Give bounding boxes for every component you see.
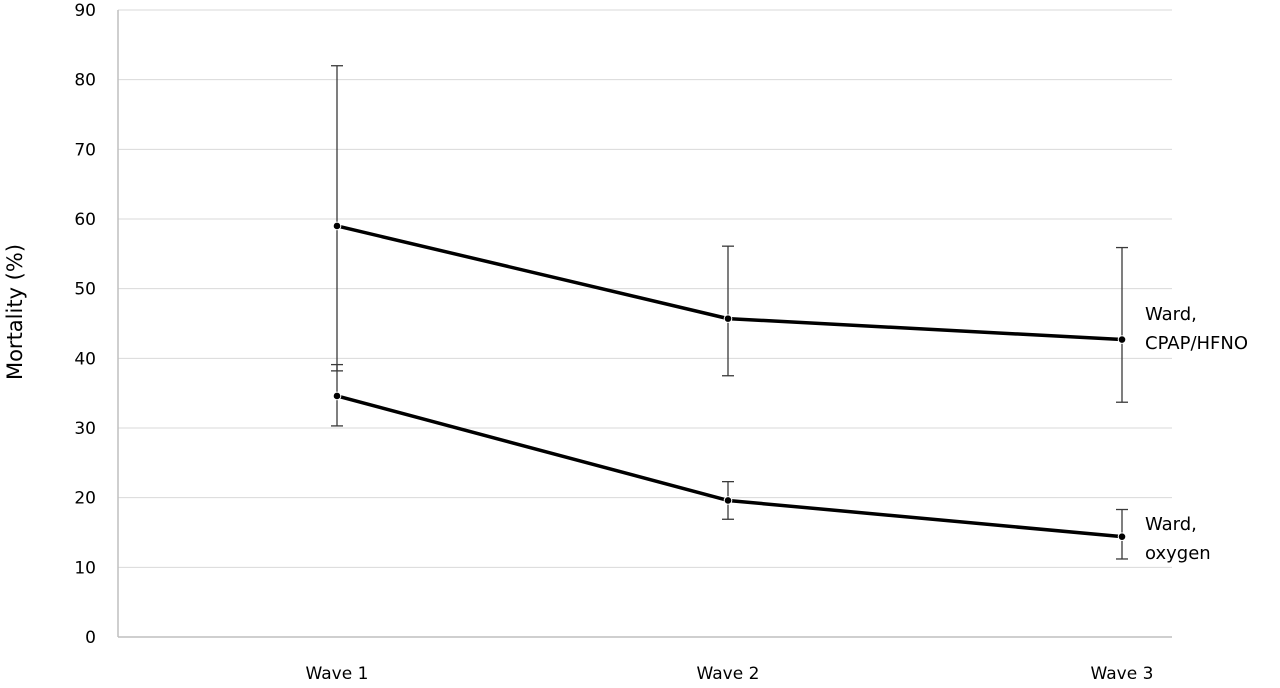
data-point xyxy=(723,496,733,505)
series-label: Ward, xyxy=(1145,514,1197,535)
y-tick-label: 10 xyxy=(74,558,96,578)
data-point xyxy=(723,314,733,323)
y-tick-label: 60 xyxy=(74,210,96,230)
y-tick-label: 50 xyxy=(74,280,96,300)
data-point xyxy=(332,391,342,401)
y-axis-title: Mortality (%) xyxy=(3,244,27,380)
series-line xyxy=(335,394,1124,539)
error-bars xyxy=(331,65,1128,560)
x-tick-label: Wave 1 xyxy=(306,664,369,683)
y-tick-label: 40 xyxy=(74,349,96,369)
axes xyxy=(117,10,1172,638)
x-tick-label: Wave 2 xyxy=(697,664,760,683)
y-tick-label: 80 xyxy=(74,71,96,91)
series-label: oxygen xyxy=(1145,543,1211,564)
grid-lines xyxy=(118,9,1172,568)
series-lines xyxy=(335,224,1124,539)
y-tick-label: 0 xyxy=(85,628,96,648)
data-point xyxy=(1117,335,1127,344)
y-tick-labels: 0 10 20 30 40 50 60 70 80 90 xyxy=(74,1,96,648)
error-bar xyxy=(1116,246,1128,403)
error-bar xyxy=(331,65,343,372)
x-tick-labels: Wave 1 Wave 2 Wave 3 xyxy=(306,664,1154,684)
series-label: CPAP/HFNO xyxy=(1145,333,1248,354)
data-point xyxy=(332,221,342,231)
y-tick-label: 30 xyxy=(74,419,96,439)
x-tick-label: Wave 3 xyxy=(1091,664,1154,683)
series-label: Ward, xyxy=(1145,304,1197,325)
data-point xyxy=(1117,532,1127,541)
error-bar xyxy=(722,245,734,377)
data-points xyxy=(332,221,1127,541)
series-labels: Ward, CPAP/HFNO Ward, oxygen xyxy=(1145,304,1248,564)
y-tick-label: 90 xyxy=(74,1,96,21)
y-tick-label: 70 xyxy=(74,140,96,160)
y-tick-label: 20 xyxy=(74,489,96,509)
